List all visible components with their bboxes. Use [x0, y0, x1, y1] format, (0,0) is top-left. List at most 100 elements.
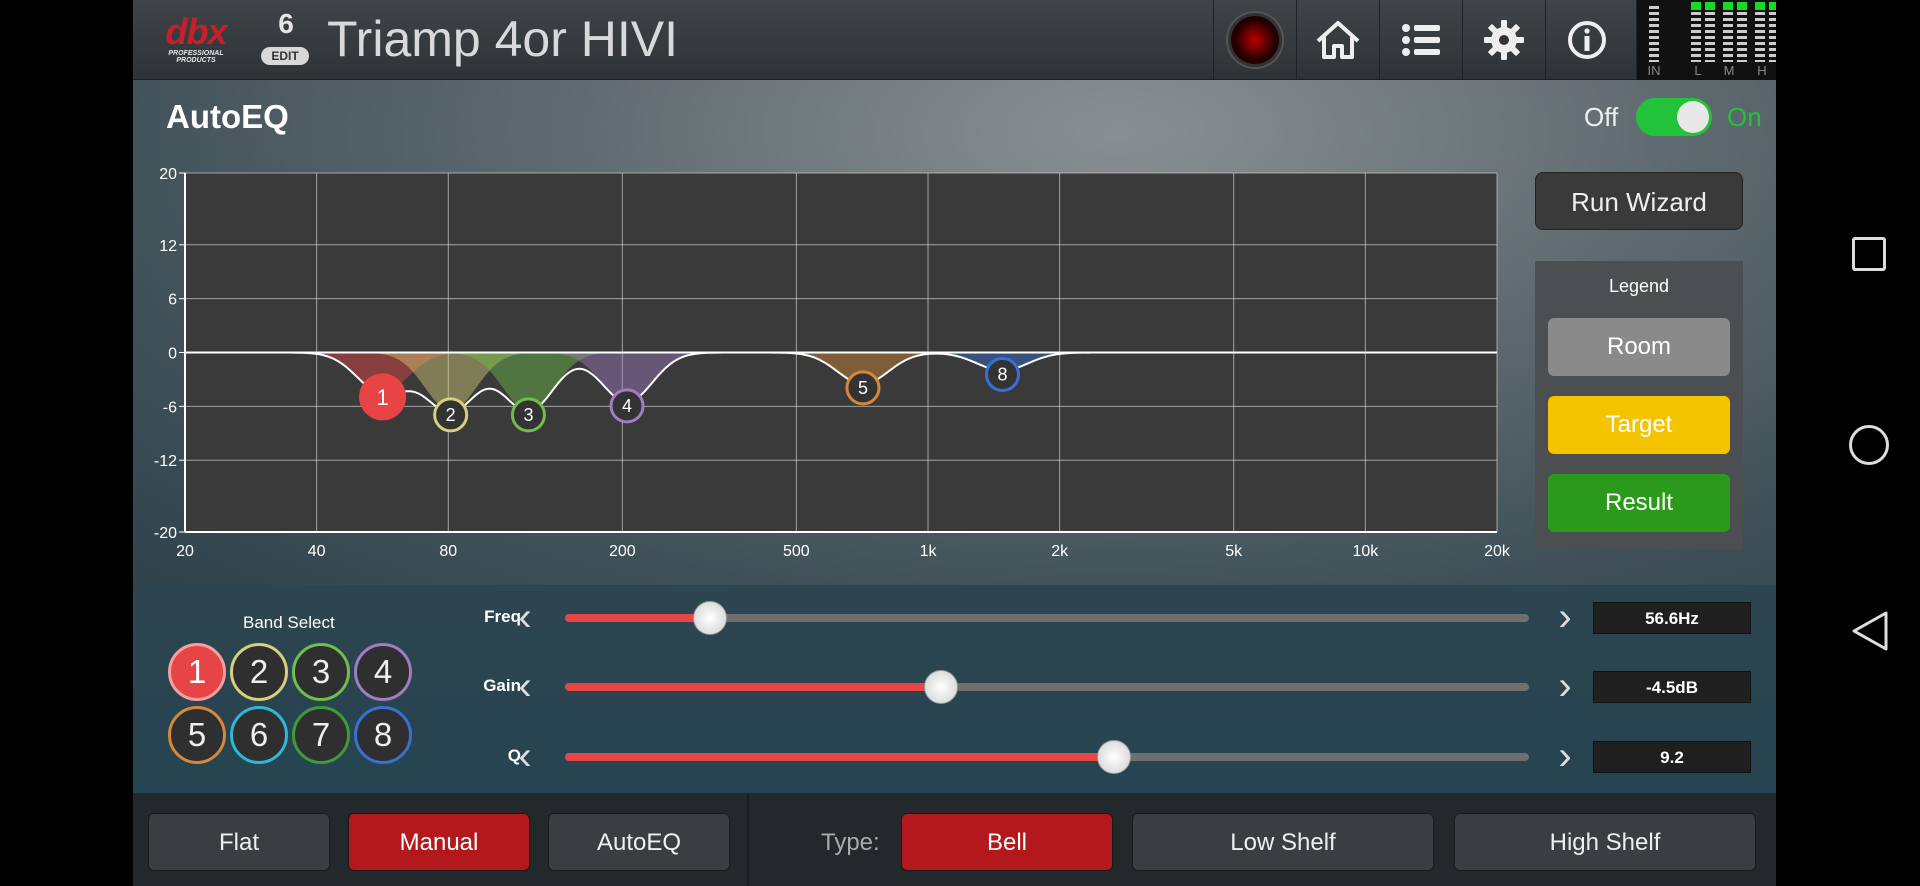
- band-marker-label-5: 5: [858, 378, 868, 398]
- gain-slider-fill: [565, 683, 941, 691]
- legend-title: Legend: [1608, 276, 1670, 296]
- band-fill-3: [375, 352, 682, 411]
- list-icon: [1402, 24, 1440, 56]
- x-tick-label-1k: 1k: [920, 543, 938, 560]
- band-select-label: Band Select: [243, 613, 335, 632]
- meter-m: [1723, 6, 1733, 62]
- band-fill-4: [474, 352, 781, 402]
- q-slider-thumb[interactable]: [1097, 740, 1132, 774]
- bell-button[interactable]: Bell: [901, 813, 1113, 871]
- meter-label-l: L: [1694, 63, 1702, 78]
- autoeq-toggle[interactable]: [1636, 98, 1712, 136]
- high-shelf-button[interactable]: High Shelf: [1454, 813, 1756, 871]
- toggle-off-label: Off: [1584, 102, 1619, 132]
- y-tick-label-6: 6: [168, 292, 177, 309]
- q-increase-button[interactable]: ›: [1558, 734, 1572, 778]
- band-button-7[interactable]: 7: [292, 706, 350, 764]
- q-label: Q: [507, 746, 521, 765]
- q-value: 9.2: [1593, 741, 1751, 773]
- gain-increase-button[interactable]: ›: [1558, 664, 1572, 708]
- info-button[interactable]: [1545, 0, 1628, 80]
- band-fill-5: [709, 352, 1016, 384]
- list-button[interactable]: [1379, 0, 1462, 80]
- legend-result-button[interactable]: Result: [1548, 474, 1730, 532]
- band-button-1[interactable]: 1: [168, 643, 226, 701]
- legend-room-button[interactable]: Room: [1548, 318, 1730, 376]
- home-nav-icon[interactable]: [1849, 425, 1889, 465]
- run-wizard-button[interactable]: Run Wizard: [1535, 172, 1743, 230]
- freq-slider-thumb[interactable]: [692, 601, 727, 635]
- toolbar-divider: [747, 793, 749, 886]
- gain-slider[interactable]: [565, 670, 1529, 704]
- meter-h-peak: [1755, 2, 1765, 10]
- type-label: Type:: [821, 829, 880, 856]
- freq-decrease-button[interactable]: ‹: [518, 595, 532, 639]
- toggle-knob: [1677, 101, 1709, 133]
- freq-slider-fill: [565, 614, 710, 622]
- meter-l2-peak: [1705, 2, 1715, 10]
- home-button[interactable]: [1296, 0, 1379, 80]
- band-marker-5: [845, 370, 881, 406]
- app-window: dbx PROFESSIONAL PRODUCTS 6 EDIT Triamp …: [133, 0, 1776, 886]
- recent-apps-icon[interactable]: [1852, 237, 1886, 271]
- band-marker-label-3: 3: [523, 405, 533, 425]
- x-tick-label-10k: 10k: [1352, 543, 1379, 560]
- y-tick-label-12: 12: [159, 238, 177, 255]
- x-tick-label-2k: 2k: [1051, 543, 1069, 560]
- toggle-on-label: On: [1727, 102, 1762, 132]
- autoeq-mode-button[interactable]: AutoEQ: [548, 813, 730, 871]
- q-slider[interactable]: [565, 740, 1529, 774]
- record-button[interactable]: [1213, 0, 1296, 80]
- band-button-8[interactable]: 8: [354, 706, 412, 764]
- meter-h: [1755, 6, 1765, 62]
- back-icon[interactable]: [1850, 609, 1890, 653]
- meter-m-peak: [1723, 2, 1733, 10]
- band-button-3[interactable]: 3: [292, 643, 350, 701]
- meter-in: [1649, 6, 1659, 62]
- meter-label-m: M: [1723, 63, 1735, 78]
- q-decrease-button[interactable]: ‹: [518, 734, 532, 778]
- edit-button[interactable]: EDIT: [261, 47, 309, 65]
- autoeq-panel: AutoEQ Off On 20 40 80 200 500 1k 2k 5k 10k 20k 20…: [133, 80, 1776, 585]
- section-title: AutoEQ: [166, 98, 289, 135]
- band-button-5[interactable]: 5: [168, 706, 226, 764]
- gain-slider-thumb[interactable]: [923, 670, 958, 704]
- freq-value: 56.6Hz: [1593, 602, 1751, 634]
- eq-graph[interactable]: 20 40 80 200 500 1k 2k 5k 10k 20k201260-6-12-2012…: [133, 160, 1633, 570]
- gain-label: Gain: [483, 676, 521, 695]
- x-tick-label-40: 40: [308, 543, 326, 560]
- band-button-4[interactable]: 4: [354, 643, 412, 701]
- header-bar: dbx PROFESSIONAL PRODUCTS 6 EDIT Triamp …: [133, 0, 1776, 80]
- meter-m2: [1737, 6, 1747, 62]
- gain-decrease-button[interactable]: ‹: [518, 664, 532, 708]
- x-tick-label-500: 500: [783, 543, 810, 560]
- freq-increase-button[interactable]: ›: [1558, 595, 1572, 639]
- band-marker-label-2: 2: [446, 405, 456, 425]
- x-tick-label-5k: 5k: [1225, 543, 1243, 560]
- y-tick-label--20: -20: [154, 525, 177, 542]
- gear-icon: [1484, 20, 1524, 60]
- low-shelf-button[interactable]: Low Shelf: [1132, 813, 1434, 871]
- preset-number: 6: [278, 8, 294, 39]
- x-tick-label-20: 20: [176, 543, 194, 560]
- band-fill-2: [297, 352, 604, 411]
- preset-title: Triamp 4or HIVI: [327, 11, 679, 67]
- band-marker-4: [609, 388, 645, 424]
- band-marker-label-1: 1: [376, 385, 388, 410]
- settings-button[interactable]: [1462, 0, 1545, 80]
- y-tick-label-0: 0: [168, 346, 177, 363]
- level-meters: IN L M H: [1636, 0, 1776, 80]
- flat-button[interactable]: Flat: [148, 813, 330, 871]
- x-tick-label-200: 200: [609, 543, 636, 560]
- freq-slider[interactable]: [565, 601, 1529, 635]
- brand-subtext: PROFESSIONAL PRODUCTS: [168, 50, 224, 64]
- band-button-2[interactable]: 2: [230, 643, 288, 701]
- band-marker-label-4: 4: [622, 396, 632, 416]
- manual-button[interactable]: Manual: [348, 813, 530, 871]
- band-marker-8: [984, 356, 1020, 392]
- band-button-6[interactable]: 6: [230, 706, 288, 764]
- home-icon: [1316, 21, 1360, 59]
- record-icon: [1228, 13, 1282, 67]
- legend-target-button[interactable]: Target: [1548, 396, 1730, 454]
